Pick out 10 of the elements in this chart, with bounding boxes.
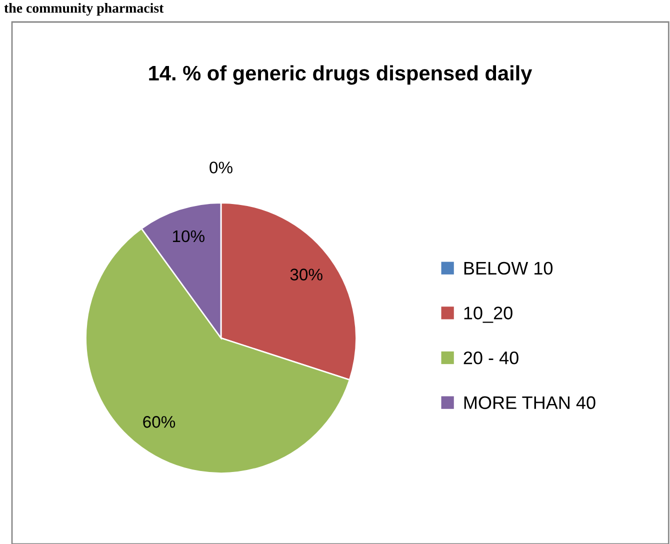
legend-label: BELOW 10 — [464, 262, 553, 275]
legend-label: MORE THAN 40 — [464, 396, 596, 410]
data-label: 10% — [172, 230, 204, 242]
legend-label: 20 - 40 — [464, 351, 518, 364]
data-label: 60% — [143, 416, 176, 428]
legend-label: 10_20 — [464, 306, 512, 323]
chart-title: 14. % of generic drugs dispensed daily — [149, 65, 532, 85]
text: 0% — [210, 162, 232, 174]
text: the community pharmacist — [4, 3, 164, 16]
data-label: 30% — [290, 268, 322, 280]
